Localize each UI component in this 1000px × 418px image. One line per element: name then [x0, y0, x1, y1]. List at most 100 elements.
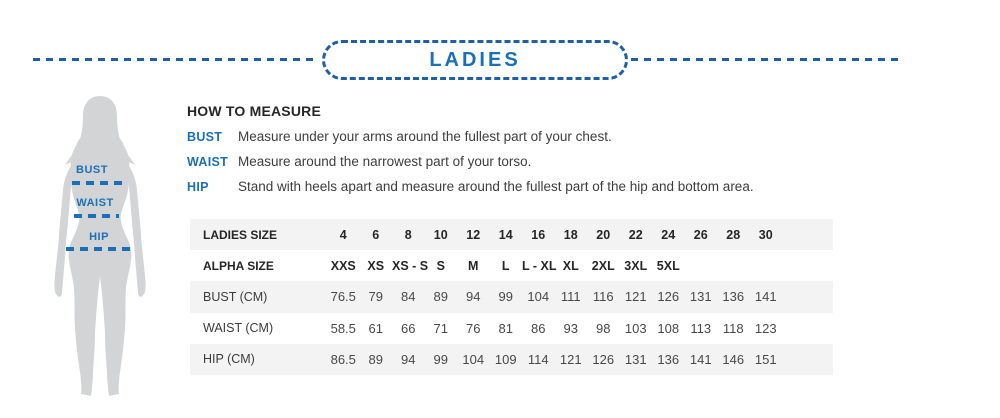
header-dash-left — [33, 58, 319, 61]
size-cell: 111 — [560, 289, 581, 305]
size-cell: 146 — [722, 351, 745, 367]
section-title: LADIES — [429, 48, 521, 71]
size-cell: 141 — [689, 351, 712, 367]
figure-hip-label: HIP — [89, 231, 109, 243]
size-cell: 3XL — [624, 258, 648, 273]
size-cell: 118 — [722, 320, 744, 336]
size-cell: 24 — [661, 227, 676, 242]
size-cell: 121 — [559, 351, 582, 367]
size-cell: 141 — [754, 289, 777, 305]
size-cell: 20 — [596, 227, 611, 242]
size-cell — [750, 250, 783, 281]
how-to-measure-section: HOW TO MEASURE BUST Measure under your a… — [187, 103, 887, 194]
size-cell: 98 — [596, 320, 611, 336]
size-cell: 121 — [624, 289, 647, 305]
size-cell: 109 — [494, 351, 517, 367]
figure-waist-line — [74, 214, 119, 218]
row-label: HIP (CM) — [203, 352, 255, 367]
size-cell: XXS — [330, 258, 356, 273]
row-label: ALPHA SIZE — [203, 258, 274, 273]
size-cell: 10 — [433, 227, 448, 242]
size-cell: 151 — [754, 351, 777, 367]
size-cell: 79 — [368, 289, 383, 305]
size-cell: 71 — [433, 320, 448, 336]
filler-cell — [782, 313, 833, 344]
size-cell: 14 — [498, 227, 513, 242]
measure-desc-hip: Stand with heels apart and measure aroun… — [238, 179, 754, 194]
size-cell: 131 — [624, 351, 647, 367]
table-row: WAIST (CM) 58.5 61 66 71 76 81 86 93 98 103 108 113 1… — [190, 313, 833, 344]
size-cell: 126 — [657, 289, 680, 305]
figure-bust-line — [72, 181, 122, 185]
figure-hip-line — [66, 247, 131, 251]
table-row: LADIES SIZE 4 6 8 10 12 14 16 18 20 22 24 26 28 30 — [190, 219, 833, 251]
filler-cell — [782, 344, 833, 375]
size-cell: 104 — [527, 289, 550, 305]
size-cell: 2XL — [591, 258, 615, 273]
measure-term-hip: HIP — [187, 180, 209, 194]
size-cell: 12 — [466, 227, 481, 242]
size-cell: 99 — [433, 351, 448, 367]
size-cell: 116 — [592, 289, 614, 305]
size-cell: 136 — [722, 289, 745, 305]
size-cell: 113 — [690, 320, 712, 336]
size-cell: 6 — [372, 227, 380, 242]
size-cell: 66 — [401, 320, 416, 336]
size-cell: 8 — [404, 227, 412, 242]
size-cell: 114 — [527, 351, 549, 367]
size-cell — [717, 250, 750, 281]
size-cell: 89 — [433, 289, 448, 305]
size-cell: 76.5 — [330, 289, 356, 305]
figure-bust-label: BUST — [76, 164, 108, 176]
size-cell: 103 — [624, 320, 647, 336]
size-cell: 58.5 — [330, 320, 356, 336]
size-cell: 30 — [758, 227, 773, 242]
size-cell: 94 — [401, 351, 416, 367]
size-cell: L — [501, 258, 510, 273]
size-cell: 136 — [657, 351, 680, 367]
size-cell: 5XL — [656, 258, 680, 273]
measure-desc-waist: Measure around the narrowest part of you… — [238, 154, 532, 169]
table-row: ALPHA SIZE XXS XS XS - S S M L L - XL XL 2XL 3XL 5X… — [190, 250, 833, 281]
size-cell: 84 — [401, 289, 416, 305]
size-cell: 76 — [466, 320, 481, 336]
measure-desc-bust: Measure under your arms around the fulle… — [238, 129, 612, 144]
size-cell: 89 — [368, 351, 383, 367]
measure-term-waist: WAIST — [187, 155, 229, 169]
header-dash-right — [631, 58, 903, 61]
size-cell: L - XL — [522, 258, 557, 273]
row-label: WAIST (CM) — [203, 321, 274, 336]
figure-waist-label: WAIST — [76, 197, 114, 209]
size-cell: 18 — [563, 227, 578, 242]
size-cell: XS — [367, 258, 385, 273]
size-cell: 131 — [689, 289, 712, 305]
row-label: BUST (CM) — [203, 289, 268, 304]
size-cell: 22 — [628, 227, 643, 242]
filler-cell — [782, 281, 833, 312]
size-cell: XS - S — [392, 258, 429, 273]
size-cell: 99 — [498, 289, 513, 305]
size-table-body: LADIES SIZE 4 6 8 10 12 14 16 18 20 22 24 26 28 30 ALPH… — [190, 219, 833, 375]
size-cell: 16 — [531, 227, 546, 242]
size-cell: 94 — [466, 289, 481, 305]
ladies-pill: LADIES — [322, 40, 628, 80]
size-cell — [685, 250, 718, 281]
size-cell: 86 — [531, 320, 546, 336]
size-cell: 123 — [754, 320, 777, 336]
size-cell: S — [436, 258, 445, 273]
size-cell: 86.5 — [330, 351, 356, 367]
female-figure-silhouette — [54, 96, 146, 396]
size-cell: 61 — [368, 320, 383, 336]
size-cell: XL — [562, 258, 579, 273]
row-label: LADIES SIZE — [203, 227, 278, 242]
measurement-figure: BUST WAIST HIP — [0, 0, 200, 418]
size-cell: 26 — [693, 227, 708, 242]
filler-cell — [782, 250, 833, 281]
size-cell: M — [468, 258, 479, 273]
size-cell: 93 — [563, 320, 578, 336]
size-cell: 108 — [657, 320, 680, 336]
size-cell: 126 — [592, 351, 615, 367]
size-cell: 104 — [462, 351, 485, 367]
table-row: BUST (CM) 76.5 79 84 89 94 99 104 111 116 121 126 13… — [190, 281, 833, 313]
